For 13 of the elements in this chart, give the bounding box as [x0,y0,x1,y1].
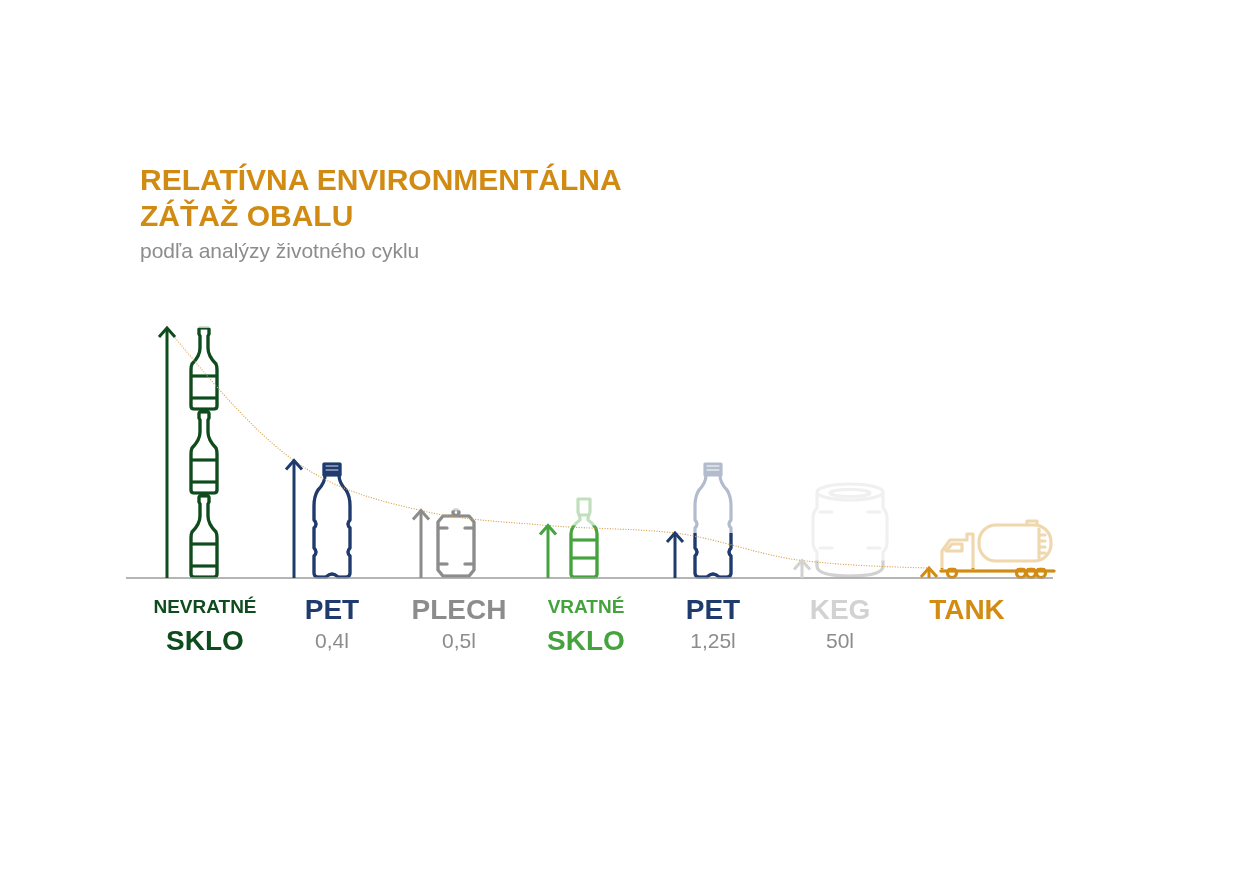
x-tick-label: PLECH 0,5l [411,594,507,652]
x-tick-label: PET 1,25l [685,594,741,652]
bar [292,460,296,578]
bar [165,328,169,578]
bar [546,525,550,578]
bar [419,510,423,578]
x-tick-label: PET 0,4l [304,594,360,652]
x-tick-label: TANK [929,594,1005,625]
chart-title: RELATÍVNA ENVIRONMENTÁLNA ZÁŤAŽ OBALU [140,163,622,232]
x-tick-label: VRATNÉ SKLO [547,596,625,656]
x-tick-label: NEVRATNÉ SKLO [153,596,257,656]
bar [673,533,677,578]
chart-subtitle: podľa analýzy životného cyklu [140,239,420,262]
